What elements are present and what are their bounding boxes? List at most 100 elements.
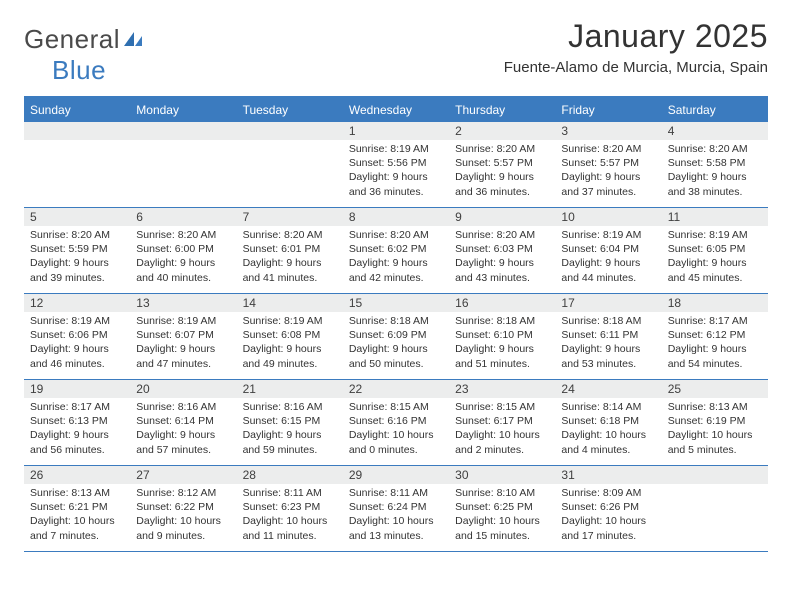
day-number: 25 (662, 380, 768, 398)
day-number: 10 (555, 208, 661, 226)
day-body: Sunrise: 8:19 AMSunset: 6:08 PMDaylight:… (237, 312, 343, 377)
day-body: Sunrise: 8:09 AMSunset: 6:26 PMDaylight:… (555, 484, 661, 549)
sunset-text: Sunset: 5:57 PM (455, 156, 549, 170)
day-number: 21 (237, 380, 343, 398)
sunrise-text: Sunrise: 8:20 AM (30, 228, 124, 242)
weekday-header: Saturday (662, 98, 768, 122)
day-body: Sunrise: 8:19 AMSunset: 6:05 PMDaylight:… (662, 226, 768, 291)
sunrise-text: Sunrise: 8:19 AM (30, 314, 124, 328)
day-body (662, 484, 768, 492)
day-number: 31 (555, 466, 661, 484)
sunrise-text: Sunrise: 8:19 AM (561, 228, 655, 242)
day-number: 4 (662, 122, 768, 140)
day-cell: 24Sunrise: 8:14 AMSunset: 6:18 PMDayligh… (555, 380, 661, 465)
day-cell: 16Sunrise: 8:18 AMSunset: 6:10 PMDayligh… (449, 294, 555, 379)
sunrise-text: Sunrise: 8:19 AM (243, 314, 337, 328)
sunrise-text: Sunrise: 8:17 AM (668, 314, 762, 328)
day-body: Sunrise: 8:11 AMSunset: 6:23 PMDaylight:… (237, 484, 343, 549)
sunrise-text: Sunrise: 8:20 AM (243, 228, 337, 242)
daylight-text: Daylight: 9 hours and 51 minutes. (455, 342, 549, 370)
sunset-text: Sunset: 6:16 PM (349, 414, 443, 428)
brand-name: GeneralBlue (24, 24, 146, 86)
sunset-text: Sunset: 6:05 PM (668, 242, 762, 256)
day-body: Sunrise: 8:20 AMSunset: 6:02 PMDaylight:… (343, 226, 449, 291)
day-number: 18 (662, 294, 768, 312)
day-cell: 28Sunrise: 8:11 AMSunset: 6:23 PMDayligh… (237, 466, 343, 551)
sunset-text: Sunset: 6:13 PM (30, 414, 124, 428)
sunrise-text: Sunrise: 8:15 AM (349, 400, 443, 414)
sunset-text: Sunset: 6:12 PM (668, 328, 762, 342)
daylight-text: Daylight: 9 hours and 53 minutes. (561, 342, 655, 370)
day-number: 22 (343, 380, 449, 398)
day-cell: 6Sunrise: 8:20 AMSunset: 6:00 PMDaylight… (130, 208, 236, 293)
daylight-text: Daylight: 9 hours and 54 minutes. (668, 342, 762, 370)
daylight-text: Daylight: 9 hours and 37 minutes. (561, 170, 655, 198)
daylight-text: Daylight: 10 hours and 15 minutes. (455, 514, 549, 542)
day-cell: 25Sunrise: 8:13 AMSunset: 6:19 PMDayligh… (662, 380, 768, 465)
daylight-text: Daylight: 9 hours and 36 minutes. (349, 170, 443, 198)
sunset-text: Sunset: 6:26 PM (561, 500, 655, 514)
day-number: 12 (24, 294, 130, 312)
sunrise-text: Sunrise: 8:20 AM (455, 228, 549, 242)
day-number (662, 466, 768, 484)
weekday-header: Friday (555, 98, 661, 122)
daylight-text: Daylight: 10 hours and 9 minutes. (136, 514, 230, 542)
sunset-text: Sunset: 6:14 PM (136, 414, 230, 428)
day-body: Sunrise: 8:17 AMSunset: 6:12 PMDaylight:… (662, 312, 768, 377)
daylight-text: Daylight: 9 hours and 57 minutes. (136, 428, 230, 456)
daylight-text: Daylight: 9 hours and 45 minutes. (668, 256, 762, 284)
sunrise-text: Sunrise: 8:16 AM (136, 400, 230, 414)
weekday-header: Monday (130, 98, 236, 122)
day-cell: 13Sunrise: 8:19 AMSunset: 6:07 PMDayligh… (130, 294, 236, 379)
sunset-text: Sunset: 6:18 PM (561, 414, 655, 428)
daylight-text: Daylight: 9 hours and 50 minutes. (349, 342, 443, 370)
weekday-header: Thursday (449, 98, 555, 122)
daylight-text: Daylight: 9 hours and 47 minutes. (136, 342, 230, 370)
day-body: Sunrise: 8:18 AMSunset: 6:11 PMDaylight:… (555, 312, 661, 377)
daylight-text: Daylight: 9 hours and 36 minutes. (455, 170, 549, 198)
day-body: Sunrise: 8:20 AMSunset: 5:57 PMDaylight:… (449, 140, 555, 205)
day-body: Sunrise: 8:15 AMSunset: 6:17 PMDaylight:… (449, 398, 555, 463)
day-number: 11 (662, 208, 768, 226)
day-number: 8 (343, 208, 449, 226)
daylight-text: Daylight: 10 hours and 0 minutes. (349, 428, 443, 456)
daylight-text: Daylight: 9 hours and 49 minutes. (243, 342, 337, 370)
day-cell: 21Sunrise: 8:16 AMSunset: 6:15 PMDayligh… (237, 380, 343, 465)
day-body: Sunrise: 8:20 AMSunset: 6:03 PMDaylight:… (449, 226, 555, 291)
weeks-container: 1Sunrise: 8:19 AMSunset: 5:56 PMDaylight… (24, 122, 768, 552)
sunrise-text: Sunrise: 8:20 AM (668, 142, 762, 156)
day-body: Sunrise: 8:19 AMSunset: 6:07 PMDaylight:… (130, 312, 236, 377)
day-body: Sunrise: 8:19 AMSunset: 6:06 PMDaylight:… (24, 312, 130, 377)
week-row: 1Sunrise: 8:19 AMSunset: 5:56 PMDaylight… (24, 122, 768, 208)
daylight-text: Daylight: 9 hours and 41 minutes. (243, 256, 337, 284)
brand-name-part2: Blue (52, 55, 106, 85)
day-body: Sunrise: 8:17 AMSunset: 6:13 PMDaylight:… (24, 398, 130, 463)
sunset-text: Sunset: 6:25 PM (455, 500, 549, 514)
day-body: Sunrise: 8:13 AMSunset: 6:19 PMDaylight:… (662, 398, 768, 463)
sunrise-text: Sunrise: 8:20 AM (349, 228, 443, 242)
day-cell: 29Sunrise: 8:11 AMSunset: 6:24 PMDayligh… (343, 466, 449, 551)
day-number: 19 (24, 380, 130, 398)
day-body: Sunrise: 8:20 AMSunset: 5:58 PMDaylight:… (662, 140, 768, 205)
day-body: Sunrise: 8:16 AMSunset: 6:15 PMDaylight:… (237, 398, 343, 463)
sunset-text: Sunset: 6:00 PM (136, 242, 230, 256)
daylight-text: Daylight: 10 hours and 17 minutes. (561, 514, 655, 542)
day-cell: 30Sunrise: 8:10 AMSunset: 6:25 PMDayligh… (449, 466, 555, 551)
daylight-text: Daylight: 9 hours and 56 minutes. (30, 428, 124, 456)
day-body: Sunrise: 8:20 AMSunset: 5:59 PMDaylight:… (24, 226, 130, 291)
brand-logo: GeneralBlue (24, 24, 146, 86)
day-cell (130, 122, 236, 207)
day-body: Sunrise: 8:20 AMSunset: 5:57 PMDaylight:… (555, 140, 661, 205)
day-cell (662, 466, 768, 551)
day-cell: 2Sunrise: 8:20 AMSunset: 5:57 PMDaylight… (449, 122, 555, 207)
day-number: 30 (449, 466, 555, 484)
sunset-text: Sunset: 6:17 PM (455, 414, 549, 428)
sunrise-text: Sunrise: 8:09 AM (561, 486, 655, 500)
brand-sail-icon (122, 24, 144, 55)
daylight-text: Daylight: 9 hours and 44 minutes. (561, 256, 655, 284)
day-cell: 4Sunrise: 8:20 AMSunset: 5:58 PMDaylight… (662, 122, 768, 207)
sunset-text: Sunset: 6:01 PM (243, 242, 337, 256)
sunrise-text: Sunrise: 8:20 AM (455, 142, 549, 156)
day-number: 23 (449, 380, 555, 398)
day-number: 27 (130, 466, 236, 484)
